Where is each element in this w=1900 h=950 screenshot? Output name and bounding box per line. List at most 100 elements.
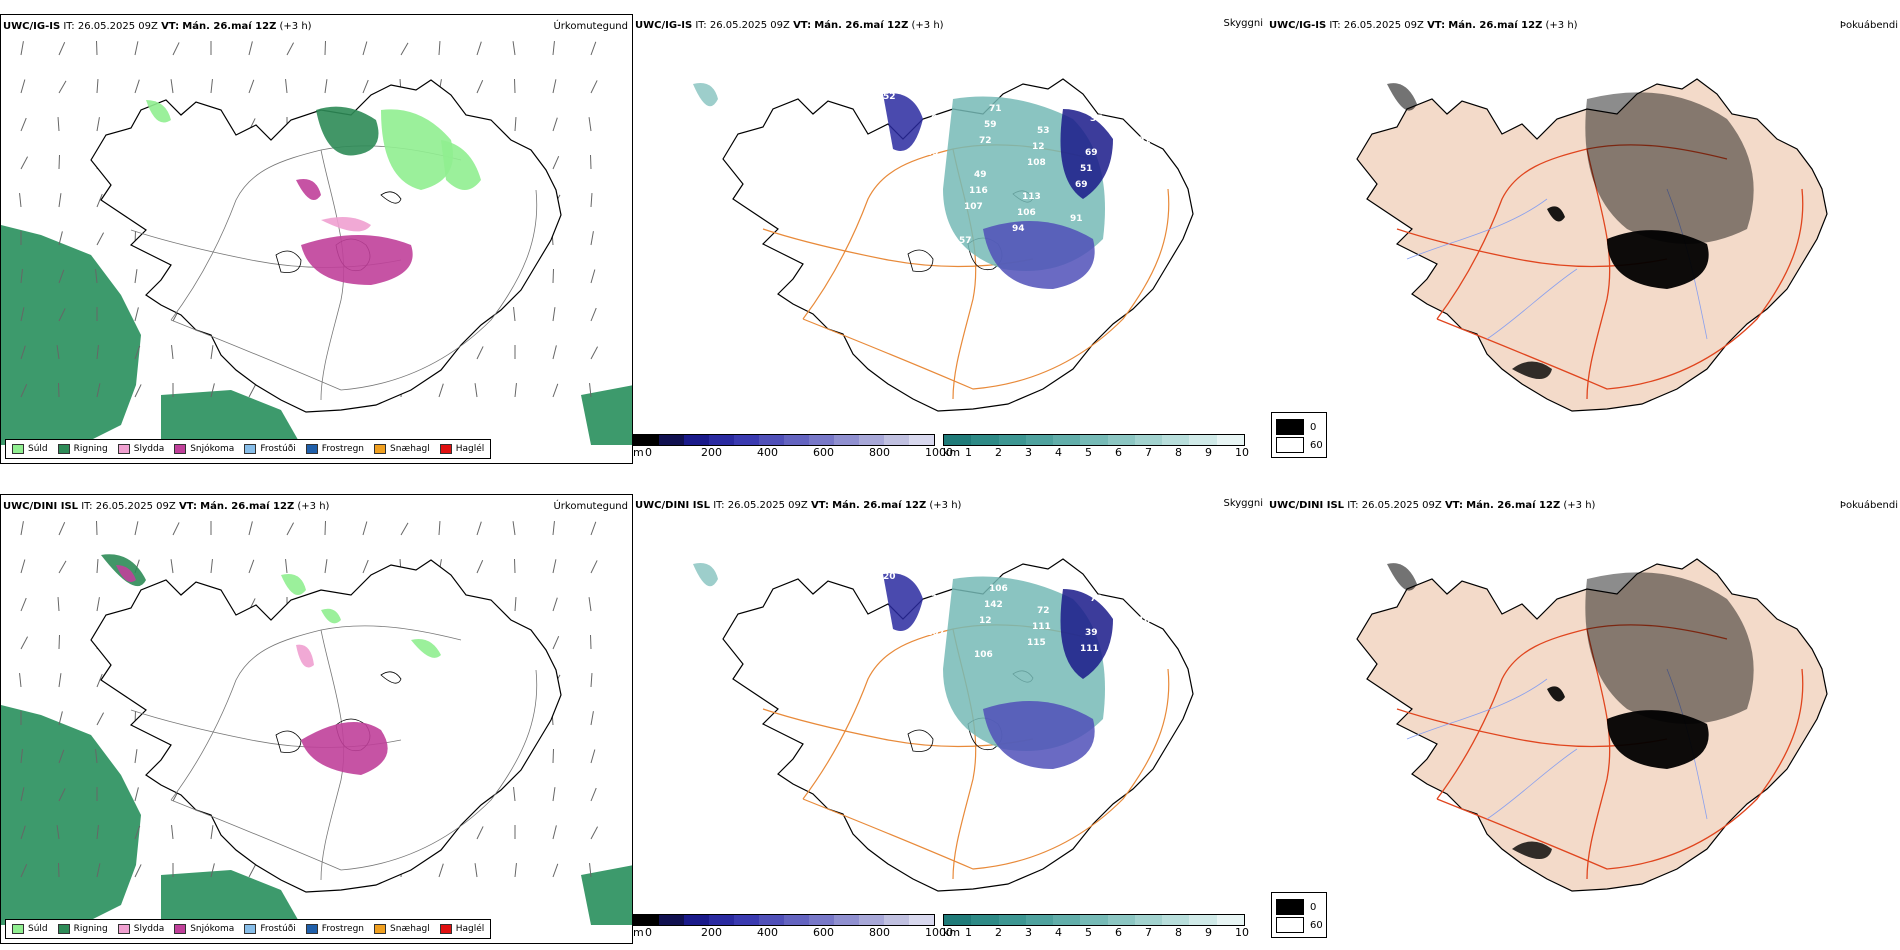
fog-legend-swatch-black	[1276, 899, 1304, 915]
colorbar-tick: 3	[1025, 446, 1032, 459]
legend-label: Frostregn	[321, 924, 365, 934]
colorbar-tick: 600	[813, 926, 834, 939]
cloud-base-label: 60	[1095, 578, 1108, 588]
wind-barb	[438, 383, 444, 398]
precip-type-panel-bottom: UWC/DINI ISL IT: 26.05.2025 09Z VT: Mán.…	[0, 494, 633, 944]
cloud-base-label: 12	[979, 616, 992, 626]
wind-barb	[512, 521, 516, 536]
colorbar-tick: 5	[1085, 926, 1092, 939]
wind-barb	[590, 560, 598, 574]
wind-barb	[20, 597, 27, 612]
lead-time: (+3 h)	[1545, 20, 1578, 31]
panel-header-top-3: UWC/IG-IS IT: 26.05.2025 09Z VT: Mán. 26…	[1269, 20, 1578, 31]
wind-barb	[20, 269, 23, 284]
wind-barb	[20, 521, 24, 536]
wind-barb	[590, 307, 597, 322]
wind-barb	[134, 384, 142, 398]
wind-barb	[552, 559, 557, 574]
wind-barb	[58, 231, 63, 246]
wind-barb	[248, 384, 257, 398]
wind-barb	[286, 42, 295, 56]
colorbar-strip	[633, 914, 935, 926]
wind-barb	[514, 596, 517, 612]
wind-barb	[474, 383, 478, 398]
wind-barb	[552, 117, 558, 132]
colorbar-tick: 1000	[925, 926, 953, 939]
cloud-base-label: 69	[1075, 180, 1088, 190]
it-value: 26.05.2025 09Z	[1361, 500, 1442, 511]
cloud-base-label: 36	[931, 594, 944, 604]
wind-barb	[588, 117, 592, 132]
road-line	[1436, 668, 1804, 870]
fog-map-top	[1356, 78, 1828, 412]
precip-area	[301, 722, 388, 775]
road-line	[762, 708, 1034, 748]
wind-barb	[590, 41, 597, 56]
fog-area	[1607, 710, 1709, 769]
wind-barb	[552, 863, 559, 878]
vt-label: VT:	[1427, 20, 1446, 31]
cloud-base-label: 49	[974, 170, 987, 180]
it-label: IT:	[63, 21, 75, 32]
wind-barb	[362, 79, 369, 94]
legend-label: Súld	[28, 924, 48, 934]
cloud-base-label: 141	[1133, 650, 1152, 660]
precip-area	[301, 235, 413, 285]
wind-barb	[552, 307, 556, 322]
lead-time: (+3 h)	[1563, 500, 1596, 511]
cloud-base-label: 50	[1143, 120, 1156, 130]
cloud-base-label: 51	[1080, 164, 1093, 174]
fog-index-title: Þokuábendi	[1839, 20, 1898, 31]
cloud-base-label: 72	[1037, 606, 1050, 616]
wind-barb	[134, 749, 138, 764]
wind-barb	[58, 673, 62, 688]
wind-barb	[170, 559, 174, 574]
wind-barb	[590, 231, 594, 246]
wind-barb	[513, 307, 516, 322]
cloud-base-label: 58	[1095, 98, 1108, 108]
wind-barb	[210, 825, 214, 840]
colorbar-strip	[633, 434, 935, 446]
wind-barb	[552, 787, 556, 802]
wind-barb	[58, 560, 67, 574]
cloud-base-label: 40	[1148, 104, 1161, 114]
colorbar-tick: 800	[869, 926, 890, 939]
colorbar-tick: 0	[645, 446, 652, 459]
it-label: IT:	[695, 20, 707, 31]
road-line	[802, 668, 1170, 870]
colorbar-tick: 10	[1235, 446, 1249, 459]
colorbar-tick: 800	[869, 446, 890, 459]
legend-label: Frostúði	[260, 924, 296, 934]
cloud-base-label: 60	[931, 114, 944, 124]
vt-label: VT:	[810, 500, 829, 511]
cloud-base-label: 69	[1085, 148, 1098, 158]
wind-barb	[58, 80, 67, 94]
precip-legend-item: Slydda	[117, 444, 164, 454]
wind-barb	[514, 383, 517, 398]
colorbar-unit: km	[943, 926, 961, 939]
cloud-base-area	[883, 573, 923, 631]
wind-barb	[134, 864, 142, 878]
legend-label: Snæhagl	[390, 924, 430, 934]
wind-barb	[96, 117, 100, 132]
colorbar-tick: 200	[701, 446, 722, 459]
wind-barb	[134, 41, 139, 56]
model-name: UWC/IG-IS	[3, 21, 61, 32]
fog-index-title: Þokuábendi	[1839, 500, 1898, 511]
precip-area	[296, 179, 321, 200]
wind-barb	[20, 307, 25, 322]
river-line	[1406, 198, 1548, 260]
it-value: 26.05.2025 09Z	[727, 500, 808, 511]
colorbar-tick: 600	[813, 446, 834, 459]
cloud-base-label: 53	[1037, 126, 1050, 136]
wind-barb	[20, 749, 23, 764]
wind-barb	[19, 673, 22, 688]
fog-area	[1387, 83, 1417, 111]
fog-panel-top: UWC/IG-IS IT: 26.05.2025 09Z VT: Mán. 26…	[1267, 14, 1900, 464]
panel-header-bottom-2: UWC/DINI ISL IT: 26.05.2025 09Z VT: Mán.…	[635, 500, 961, 511]
cloud-base-label: 147	[1143, 600, 1162, 610]
wind-barb	[285, 559, 288, 574]
precip-legend-item: Snæhagl	[374, 444, 430, 454]
cloud-base-label: 49	[926, 148, 939, 158]
fog-area	[1512, 361, 1552, 379]
